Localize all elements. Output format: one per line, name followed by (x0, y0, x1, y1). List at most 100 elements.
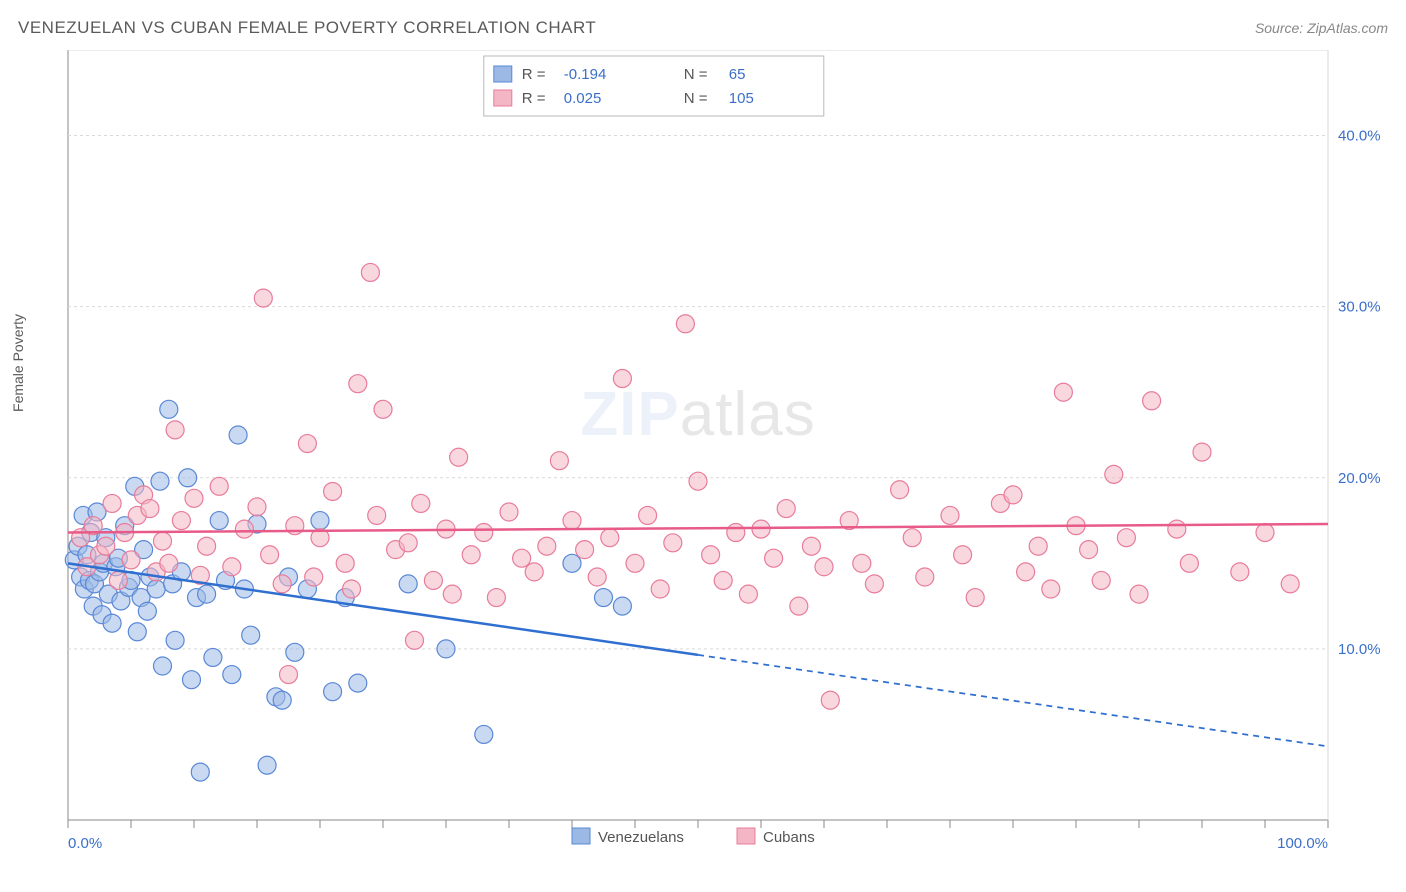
data-point (311, 512, 329, 530)
data-point (1231, 563, 1249, 581)
data-point (160, 554, 178, 572)
data-point (103, 614, 121, 632)
data-point (1042, 580, 1060, 598)
data-point (462, 546, 480, 564)
y-tick-label: 40.0% (1338, 128, 1381, 145)
data-point (286, 643, 304, 661)
data-point (343, 580, 361, 598)
data-point (790, 597, 808, 615)
data-point (324, 683, 342, 701)
stats-n-value: 65 (729, 66, 746, 83)
data-point (966, 589, 984, 607)
data-point (576, 541, 594, 559)
legend-swatch (737, 828, 755, 844)
data-point (191, 763, 209, 781)
data-point (513, 549, 531, 567)
source-label: Source: ZipAtlas.com (1255, 20, 1388, 36)
data-point (399, 575, 417, 593)
data-point (626, 554, 644, 572)
data-point (261, 546, 279, 564)
data-point (1105, 465, 1123, 483)
data-point (154, 532, 172, 550)
data-point (273, 691, 291, 709)
data-point (1004, 486, 1022, 504)
data-point (714, 571, 732, 589)
data-point (765, 549, 783, 567)
data-point (639, 506, 657, 524)
stats-r-label: R = (522, 90, 546, 107)
data-point (500, 503, 518, 521)
data-point (254, 289, 272, 307)
data-point (702, 546, 720, 564)
data-point (198, 537, 216, 555)
data-point (349, 375, 367, 393)
data-point (689, 472, 707, 490)
data-point (368, 506, 386, 524)
data-point (727, 524, 745, 542)
trend-line-extrapolated (698, 655, 1328, 747)
stats-n-label: N = (684, 66, 708, 83)
data-point (1180, 554, 1198, 572)
data-point (172, 512, 190, 530)
data-point (1117, 529, 1135, 547)
stats-box (484, 56, 824, 116)
data-point (280, 666, 298, 684)
data-point (821, 691, 839, 709)
data-point (613, 370, 631, 388)
data-point (853, 554, 871, 572)
data-point (361, 263, 379, 281)
data-point (160, 400, 178, 418)
data-point (595, 589, 613, 607)
data-point (210, 477, 228, 495)
data-point (424, 571, 442, 589)
data-point (613, 597, 631, 615)
data-point (1193, 443, 1211, 461)
stats-r-value: 0.025 (564, 90, 602, 107)
data-point (210, 512, 228, 530)
data-point (122, 551, 140, 569)
chart-title: VENEZUELAN VS CUBAN FEMALE POVERTY CORRE… (18, 18, 596, 38)
data-point (664, 534, 682, 552)
legend-label: Venezuelans (598, 829, 684, 846)
stats-r-value: -0.194 (564, 66, 607, 83)
data-point (954, 546, 972, 564)
data-point (109, 571, 127, 589)
data-point (242, 626, 260, 644)
data-point (258, 756, 276, 774)
legend-swatch (572, 828, 590, 844)
stats-swatch (494, 90, 512, 106)
data-point (487, 589, 505, 607)
data-point (1281, 575, 1299, 593)
data-point (412, 494, 430, 512)
y-tick-label: 20.0% (1338, 470, 1381, 487)
data-point (235, 520, 253, 538)
data-point (97, 537, 115, 555)
data-point (815, 558, 833, 576)
data-point (273, 575, 291, 593)
data-point (298, 435, 316, 453)
data-point (154, 657, 172, 675)
stats-r-label: R = (522, 66, 546, 83)
y-tick-label: 10.0% (1338, 641, 1381, 658)
x-tick-label: 100.0% (1277, 835, 1328, 852)
data-point (916, 568, 934, 586)
data-point (865, 575, 883, 593)
data-point (185, 489, 203, 507)
data-point (1054, 383, 1072, 401)
data-point (739, 585, 757, 603)
x-tick-label: 0.0% (68, 835, 102, 852)
data-point (802, 537, 820, 555)
data-point (437, 640, 455, 658)
y-axis-label: Female Poverty (10, 314, 26, 412)
data-point (1168, 520, 1186, 538)
y-tick-label: 30.0% (1338, 299, 1381, 316)
data-point (151, 472, 169, 490)
data-point (147, 580, 165, 598)
data-point (475, 725, 493, 743)
data-point (248, 498, 266, 516)
data-point (204, 648, 222, 666)
data-point (141, 500, 159, 518)
data-point (166, 421, 184, 439)
data-point (588, 568, 606, 586)
data-point (374, 400, 392, 418)
